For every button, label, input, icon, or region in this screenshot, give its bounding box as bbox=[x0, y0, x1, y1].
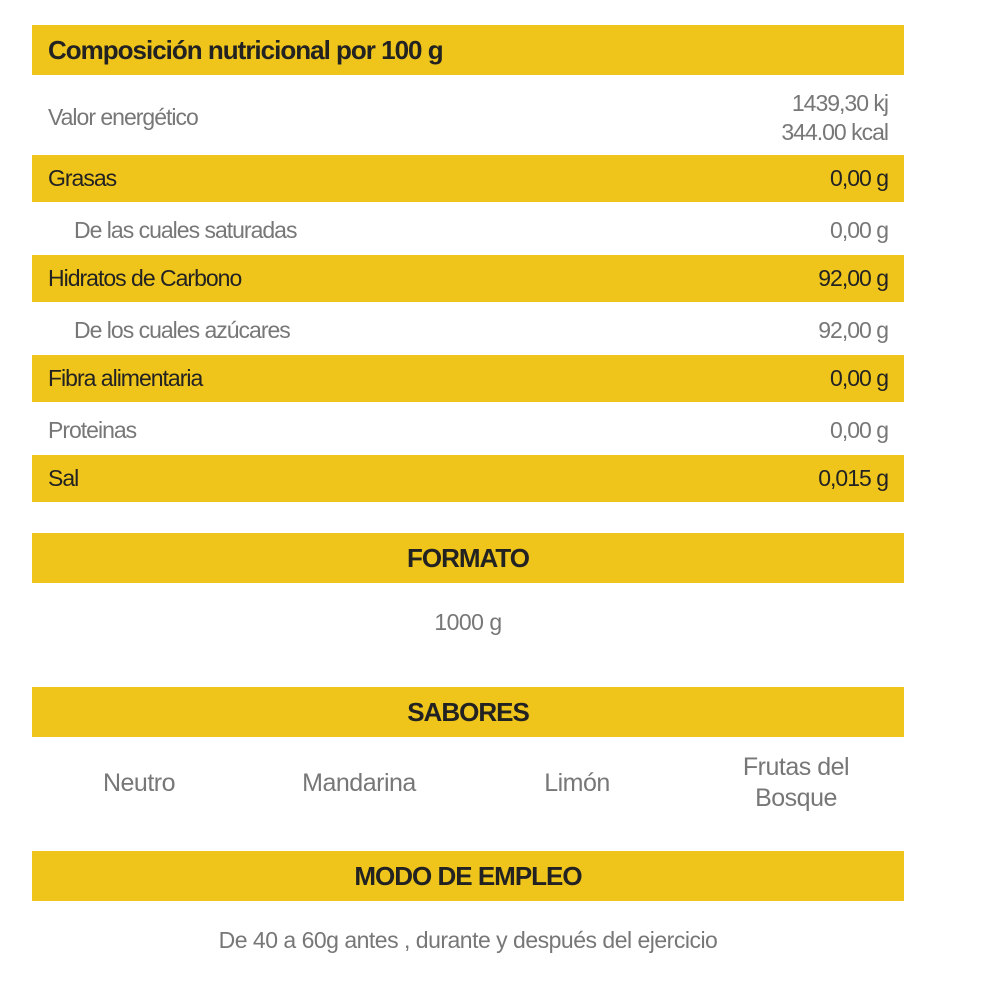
flavors-title: SABORES bbox=[32, 687, 904, 737]
row: Fibra alimentaria 0,00 g bbox=[32, 355, 904, 402]
row: De las cuales saturadas 0,00 g bbox=[32, 205, 889, 255]
row-value: 0,00 g bbox=[830, 165, 889, 191]
row: Valor energético 1439,30 kj 344.00 kcal bbox=[32, 85, 889, 150]
value-line: 344.00 kcal bbox=[781, 118, 889, 145]
row-value: 92,00 g bbox=[818, 316, 889, 343]
nutrition-title: Composición nutricional por 100 g bbox=[32, 25, 904, 75]
row-label: Grasas bbox=[48, 165, 117, 191]
row-label: Sal bbox=[48, 465, 79, 491]
format-value: 1000 g bbox=[434, 609, 502, 635]
row: Sal 0,015 g bbox=[32, 455, 904, 502]
row-value: 0,00 g bbox=[830, 365, 889, 391]
row-label: De las cuales saturadas bbox=[74, 216, 297, 243]
row: Hidratos de Carbono 92,00 g bbox=[32, 255, 904, 302]
row-value: 0,00 g bbox=[830, 216, 889, 243]
usage-title: MODO DE EMPLEO bbox=[32, 851, 904, 901]
row-label: Fibra alimentaria bbox=[48, 365, 203, 391]
row-label: Hidratos de Carbono bbox=[48, 265, 242, 291]
row-value: 92,00 g bbox=[818, 265, 889, 291]
flavor: Limón bbox=[544, 769, 610, 797]
row: Proteinas 0,00 g bbox=[32, 405, 889, 455]
row-label: Valor energético bbox=[48, 104, 199, 130]
usage-text: De 40 a 60g antes , durante y después de… bbox=[218, 927, 718, 953]
row-value: 0,00 g bbox=[830, 416, 889, 443]
row-value: 1439,30 kj 344.00 kcal bbox=[781, 89, 889, 147]
flavor: Mandarina bbox=[302, 769, 416, 797]
row-label: De los cuales azúcares bbox=[74, 316, 291, 343]
row-label: Proteinas bbox=[48, 416, 137, 443]
flavor: Frutas del Bosque bbox=[742, 753, 850, 812]
row: Grasas 0,00 g bbox=[32, 155, 904, 202]
flavor: Neutro bbox=[102, 769, 176, 797]
row: De los cuales azúcares 92,00 g bbox=[32, 305, 889, 355]
value-line: 1439,30 kj bbox=[791, 89, 889, 116]
format-title: FORMATO bbox=[32, 533, 904, 583]
row-value: 0,015 g bbox=[818, 465, 889, 491]
